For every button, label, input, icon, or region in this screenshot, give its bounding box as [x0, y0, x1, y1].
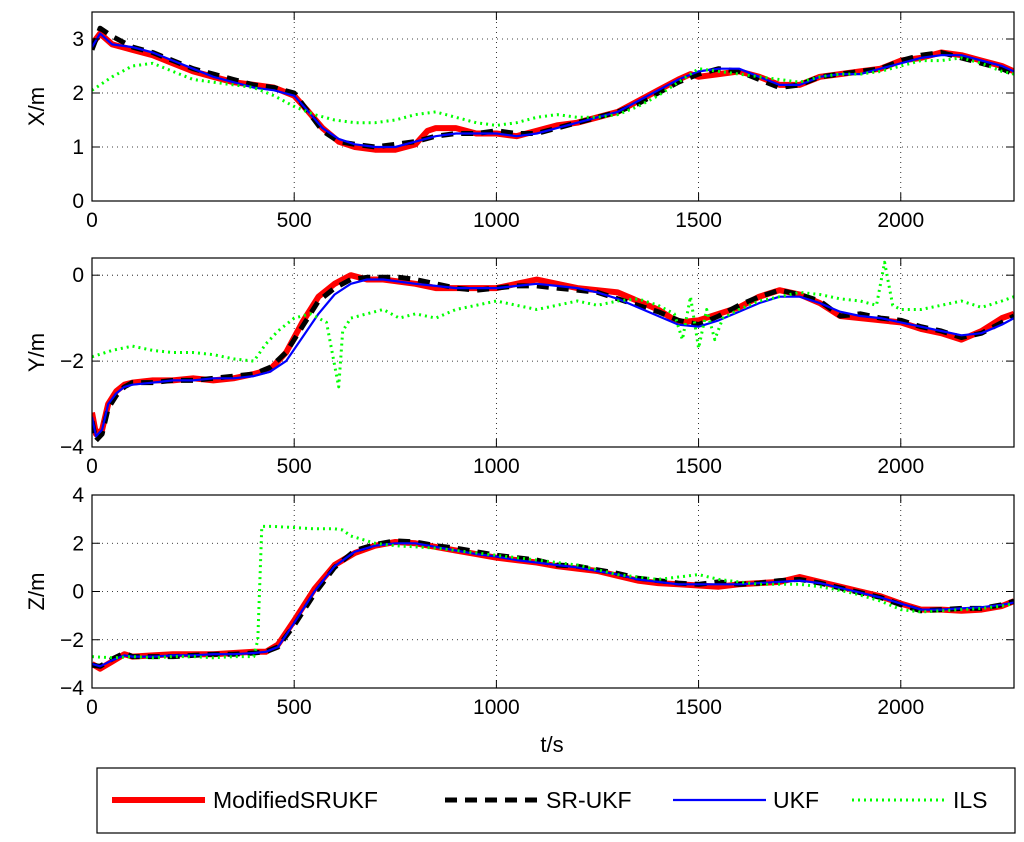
x-tick-label: 0: [86, 696, 98, 719]
x-tick-label: 500: [277, 455, 312, 478]
x-axis-label: t/s: [540, 732, 563, 757]
y-tick-label: −4: [60, 436, 84, 459]
y-tick-label: −2: [60, 350, 84, 373]
y-tick-label: 4: [72, 484, 84, 507]
x-tick-label: 2000: [877, 455, 924, 478]
legend-item-ils: ILS: [852, 787, 988, 813]
legend-box: [96, 767, 1016, 834]
y-tick-label: 2: [72, 532, 84, 555]
series-group: [92, 260, 1014, 444]
series-ils: [92, 56, 1014, 127]
legend-item-ukf: UKF: [673, 787, 819, 813]
x-tick-label: 1500: [675, 209, 722, 232]
y-axis-label: Y/m: [24, 333, 49, 372]
y-axis-label: Z/m: [24, 573, 49, 611]
y-tick-label: 3: [72, 28, 84, 51]
legend-label: ModifiedSRUKF: [213, 787, 378, 813]
y-tick-label: −4: [60, 677, 84, 700]
subplot-2: 0 500 1000 1500 2000 −4 −2 0 Y/m: [24, 257, 1015, 478]
legend-item-sr-ukf: SR-UKF: [445, 787, 632, 813]
axes-box: [91, 257, 1015, 448]
series-group: [92, 524, 1014, 672]
y-tick-label: 2: [72, 82, 84, 105]
subplot-3: 0 500 1000 1500 2000 −4 −2 0 2 4 Z/m: [24, 484, 1015, 719]
x-tick-label: 1000: [473, 209, 520, 232]
axes-box: [91, 11, 1015, 202]
x-tick-label: 2000: [877, 696, 924, 719]
x-tick-label: 500: [277, 696, 312, 719]
x-tick-label: 2000: [877, 209, 924, 232]
x-tick-label: 0: [86, 455, 98, 478]
series-sr-ukf: [92, 25, 1014, 150]
x-tick-label: 0: [86, 209, 98, 232]
plot-background: [92, 12, 1014, 201]
legend-label: SR-UKF: [546, 787, 632, 813]
y-tick-label: −2: [60, 629, 84, 652]
series-ukf: [92, 32, 1014, 149]
legend-label: UKF: [773, 787, 819, 813]
subplot-1: 0 500 1000 1500 2000 0 1 2 3 X/m: [24, 11, 1015, 232]
y-axis-label: X/m: [24, 87, 49, 126]
y-tick-label: 0: [72, 190, 84, 213]
series-ukf: [92, 542, 1014, 668]
series-ukf: [92, 278, 1014, 438]
y-tick-label: 1: [72, 136, 84, 159]
x-tick-label: 1500: [675, 696, 722, 719]
series-group: [92, 25, 1014, 153]
legend: ModifiedSRUKF SR-UKF UKF ILS: [96, 767, 1016, 834]
legend-item-modifiedsrukf: ModifiedSRUKF: [112, 787, 378, 813]
plot-background: [92, 258, 1014, 447]
y-tick-label: 0: [72, 581, 84, 604]
series-ils: [92, 260, 1014, 389]
x-tick-label: 1500: [675, 455, 722, 478]
x-tick-label: 1000: [473, 696, 520, 719]
legend-label: ILS: [953, 787, 988, 813]
x-tick-label: 500: [277, 209, 312, 232]
x-tick-label: 1000: [473, 455, 520, 478]
y-tick-label: 0: [72, 264, 84, 287]
